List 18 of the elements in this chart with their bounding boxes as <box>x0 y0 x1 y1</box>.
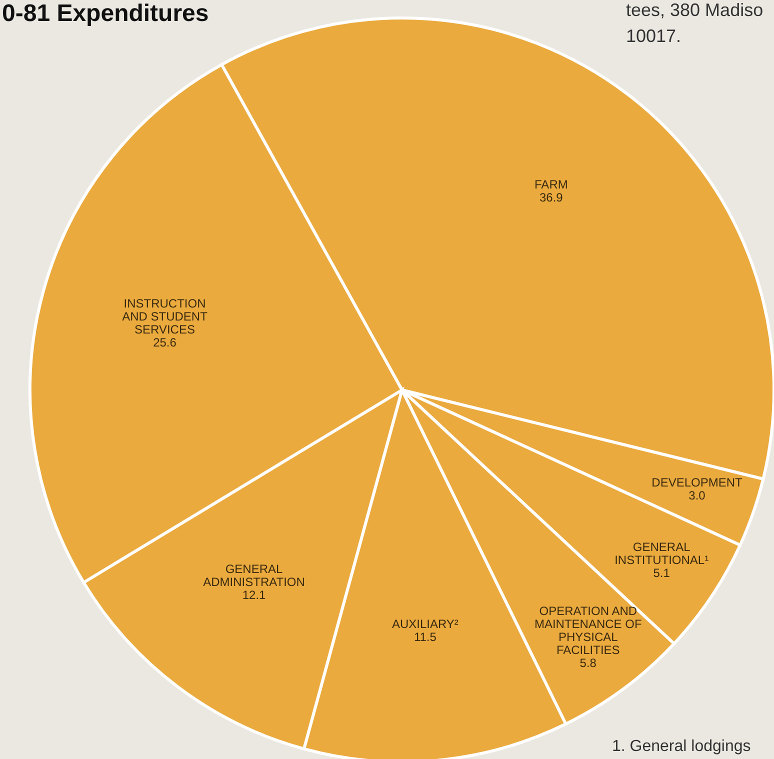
slice-label: FARM <box>534 178 568 192</box>
slice-label: GENERAL ADMINISTRATION <box>203 562 305 589</box>
slice-label: DEVELOPMENT <box>652 475 744 490</box>
chart-title: 0-81 Expenditures <box>2 0 209 28</box>
slice-label: GENERAL INSTITUTIONAL¹ <box>614 540 709 567</box>
data-label: 36.9 <box>540 190 564 205</box>
data-label: 5.8 <box>580 656 597 670</box>
slice-label: AUXILIARY² <box>392 616 458 631</box>
data-label: 3.0 <box>688 488 706 502</box>
data-label: 11.5 <box>414 630 437 644</box>
text: tees, 380 Madiso <box>626 0 764 21</box>
slice-label: OPERATION AND MAINTENANCE OF PHYSICAL FACILITIES <box>534 604 642 657</box>
text: 10017. <box>626 26 682 47</box>
data-label: 25.6 <box>153 335 177 350</box>
data-label: 12.1 <box>242 588 266 602</box>
slice-label: INSTRUCTION AND STUDENT SERVICES <box>122 296 208 336</box>
text: 1. General lodgings <box>612 738 751 756</box>
data-label: 5.1 <box>653 566 670 580</box>
